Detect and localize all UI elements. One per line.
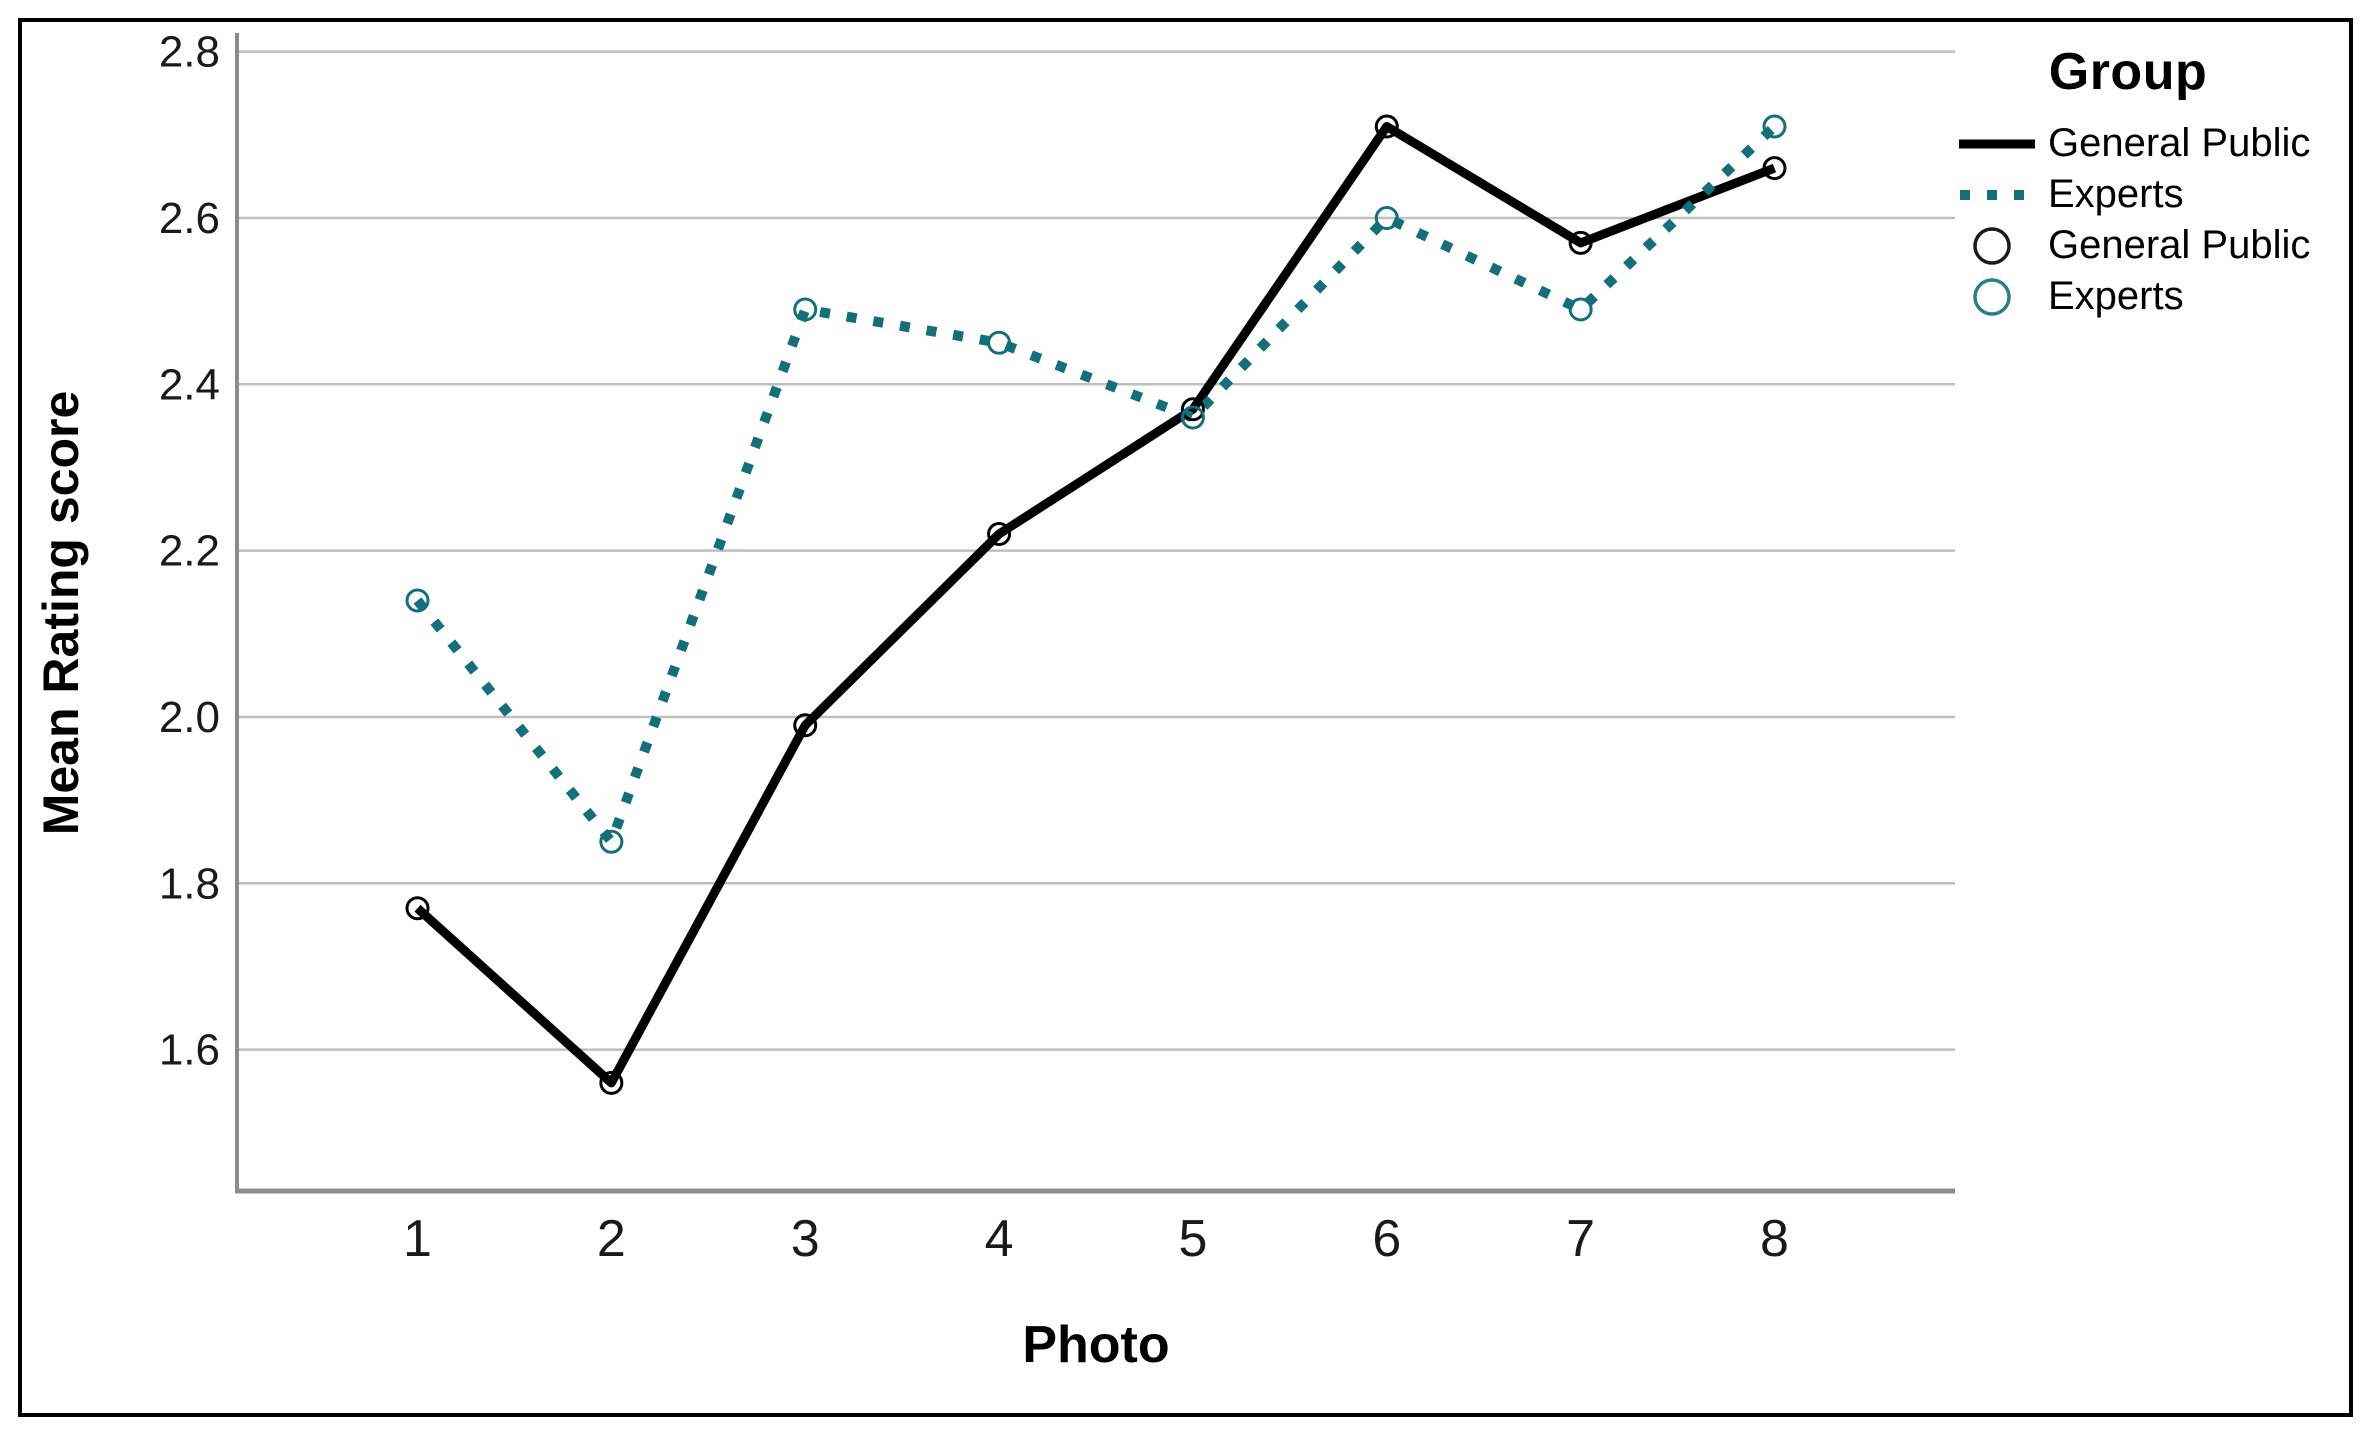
data-point-marker-experts — [793, 297, 818, 322]
x-tick-label: 6 — [1372, 1210, 1401, 1268]
series-line-general-public — [414, 121, 1777, 1088]
data-point-marker-general-public — [1374, 114, 1399, 139]
y-tick-label: 1.8 — [159, 859, 220, 908]
data-point-marker-experts — [1568, 297, 1593, 322]
x-tick-label: 1 — [403, 1210, 432, 1268]
data-point-marker-general-public — [599, 1070, 624, 1095]
legend-item-experts-marker: Experts — [1956, 271, 2300, 322]
legend-item-experts-line: Experts — [1956, 169, 2300, 220]
legend-item-label: General Public — [2048, 121, 2311, 165]
y-tick-label: 2.4 — [159, 360, 220, 409]
data-point-marker-experts — [405, 588, 430, 613]
figure-border — [18, 18, 2353, 1417]
legend-item-label: General Public — [2048, 223, 2311, 267]
data-point-marker-general-public — [1568, 230, 1593, 255]
legend-item-label: Experts — [2048, 172, 2184, 216]
dotted-line-swatch-icon — [1960, 190, 2038, 200]
legend-item-general-public-marker: General Public — [1956, 220, 2310, 271]
x-tick-label: 8 — [1760, 1210, 1789, 1268]
open-circle-swatch-icon — [1973, 278, 2011, 316]
series-line-experts — [413, 122, 1778, 847]
legend-title: Group — [2048, 43, 2208, 101]
x-tick-label: 4 — [985, 1210, 1014, 1268]
y-tick-label: 2.2 — [159, 527, 220, 576]
x-tick-label: 2 — [597, 1210, 626, 1268]
data-point-marker-general-public — [405, 896, 430, 921]
solid-line-swatch-icon — [1959, 139, 2035, 149]
data-point-marker-experts — [1374, 205, 1399, 230]
y-axis-title: Mean Rating score — [33, 391, 89, 836]
data-point-marker-general-public — [1762, 156, 1787, 181]
y-tick-label: 1.6 — [159, 1026, 220, 1075]
data-point-marker-general-public — [987, 521, 1012, 546]
data-point-marker-experts — [1762, 114, 1787, 139]
legend: Group General Public Experts General Pub… — [1956, 42, 2310, 322]
data-point-marker-experts — [599, 829, 624, 854]
x-axis-title: Photo — [1022, 1316, 1169, 1374]
legend-item-label: Experts — [2048, 274, 2184, 318]
data-point-marker-general-public — [793, 713, 818, 738]
x-tick-label: 5 — [1178, 1210, 1207, 1268]
data-point-marker-experts — [987, 330, 1012, 355]
y-tick-label: 2.8 — [159, 28, 220, 77]
data-point-marker-general-public — [1180, 397, 1205, 422]
x-tick-label: 3 — [791, 1210, 820, 1268]
data-point-marker-experts — [1180, 405, 1205, 430]
legend-item-general-public-line: General Public — [1956, 118, 2310, 169]
x-tick-label: 7 — [1566, 1210, 1595, 1268]
y-tick-label: 2.0 — [159, 693, 220, 742]
y-tick-label: 2.6 — [159, 194, 220, 243]
open-circle-swatch-icon — [1973, 227, 2011, 265]
